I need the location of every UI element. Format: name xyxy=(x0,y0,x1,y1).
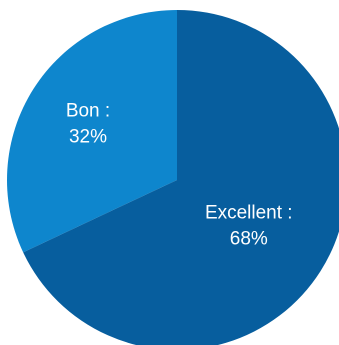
pie-slices xyxy=(6,10,339,345)
pie-slice-bon xyxy=(6,10,178,253)
slice-label-name-excellent: Excellent : xyxy=(205,203,293,224)
slice-label-value-excellent: 68% xyxy=(230,229,268,250)
pie-slice-excellent xyxy=(23,10,339,345)
slice-labels: Bon : 32% Excellent : 68% xyxy=(66,101,293,250)
slice-label-value-bon: 32% xyxy=(69,127,107,148)
slice-label-name-bon: Bon : xyxy=(66,101,110,122)
